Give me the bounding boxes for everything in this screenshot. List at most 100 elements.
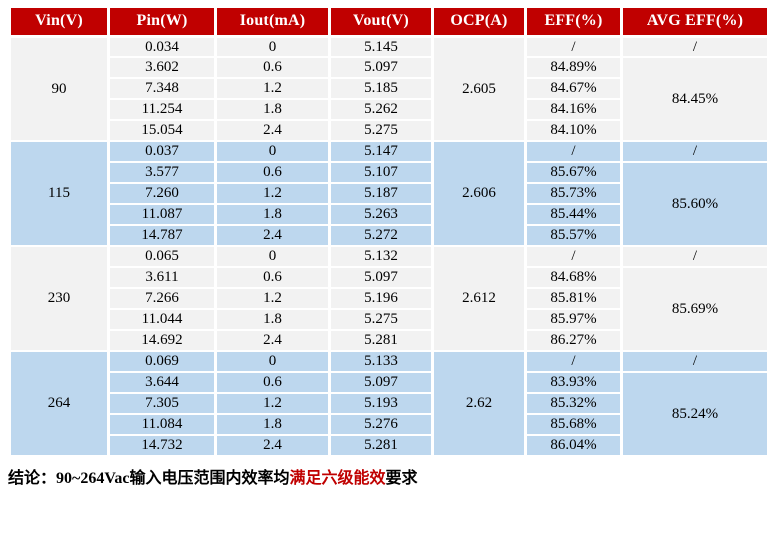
efficiency-table: Vin(V) Pin(W) Iout(mA) Vout(V) OCP(A) EF…	[8, 8, 770, 457]
pin-cell: 0.037	[107, 140, 217, 163]
table-row: 264 0.069 0 5.133 2.62//	[8, 350, 770, 457]
column-header-eff: EFF(%)	[524, 8, 623, 38]
vout-cell: 5.281	[328, 329, 434, 352]
eff-cell: 85.67%	[524, 161, 623, 184]
column-header-vout: Vout(V)	[328, 8, 434, 38]
vout-cell: 5.145	[328, 35, 434, 58]
pin-cell: 11.254	[107, 98, 217, 121]
vout-cell: 5.262	[328, 98, 434, 121]
column-header-pin: Pin(W)	[107, 8, 217, 38]
iout-cell: 0	[214, 245, 331, 268]
table-row: 11.087 1.8 5.263 85.44%	[10, 203, 769, 226]
avg-eff-cell: 85.60%	[620, 161, 770, 247]
column-header-ocp: OCP(A)	[431, 8, 527, 38]
eff-cell: /	[524, 140, 623, 163]
pin-cell: 11.084	[107, 413, 217, 436]
column-header-avg-eff: AVG EFF(%)	[620, 8, 770, 38]
eff-cell: 86.27%	[524, 329, 623, 352]
iout-cell: 1.2	[214, 182, 331, 205]
iout-cell: 0.6	[214, 371, 331, 394]
eff-cell: 85.32%	[524, 392, 623, 415]
iout-cell: 2.4	[214, 329, 331, 352]
eff-cell: 86.04%	[524, 434, 623, 457]
iout-cell: 0	[214, 140, 331, 163]
table-row: 7.305 1.2 5.193 85.32%	[10, 392, 769, 415]
iout-cell: 1.8	[214, 98, 331, 121]
table-row: 11.084 1.8 5.276 85.68%	[10, 413, 769, 436]
conclusion-text-before: 90~264Vac输入电压范围内效率均	[56, 470, 290, 487]
avg-eff-cell: 85.24%	[620, 371, 770, 457]
table-row: 3.611 0.6 5.097 84.68% 85.69%	[10, 266, 770, 352]
vout-cell: 5.275	[328, 308, 434, 331]
eff-cell: 85.68%	[524, 413, 623, 436]
avg-eff-slash-cell: /	[620, 140, 770, 163]
eff-cell: 84.67%	[524, 77, 623, 100]
table-row: 11.044 1.8 5.275 85.97%	[10, 308, 769, 331]
vout-cell: 5.132	[328, 245, 434, 268]
table-row: 7.260 1.2 5.187 85.73%	[10, 182, 769, 205]
eff-cell: 85.44%	[524, 203, 623, 226]
eff-cell: /	[524, 350, 623, 373]
vout-cell: 5.281	[328, 434, 434, 457]
vout-cell: 5.187	[328, 182, 434, 205]
vin-cell: 230	[8, 245, 110, 352]
conclusion-highlight: 满足六级能效	[289, 470, 386, 487]
vout-cell: 5.097	[328, 266, 434, 289]
pin-cell: 15.054	[107, 119, 217, 142]
iout-cell: 0	[214, 35, 331, 58]
table-row: 230 0.065 0 5.132 2.612//	[8, 245, 770, 352]
column-header-vin: Vin(V)	[8, 8, 110, 38]
eff-cell: 84.16%	[524, 98, 623, 121]
eff-cell: /	[524, 35, 623, 58]
vin-cell: 90	[8, 35, 110, 142]
table-row: 11.254 1.8 5.262 84.16%	[10, 98, 769, 121]
iout-cell: 0.6	[214, 161, 331, 184]
ocp-cell: 2.605	[431, 35, 527, 142]
avg-eff-cell: 84.45%	[620, 56, 770, 142]
iout-cell: 0.6	[214, 56, 331, 79]
table-row: 3.577 0.6 5.107 85.67% 85.60%	[10, 161, 770, 247]
avg-eff-slash-cell: /	[620, 245, 770, 268]
pin-cell: 7.266	[107, 287, 217, 310]
vout-cell: 5.196	[328, 287, 434, 310]
table-row: 90 0.034 0 5.145 2.605//	[8, 35, 770, 142]
ocp-cell: 2.612	[431, 245, 527, 352]
eff-cell: 84.68%	[524, 266, 623, 289]
eff-cell: 83.93%	[524, 371, 623, 394]
avg-eff-slash-cell: /	[620, 35, 770, 58]
pin-cell: 11.087	[107, 203, 217, 226]
pin-cell: 7.260	[107, 182, 217, 205]
pin-cell: 7.305	[107, 392, 217, 415]
iout-cell: 2.4	[214, 434, 331, 457]
iout-cell: 1.8	[214, 308, 331, 331]
pin-cell: 3.602	[107, 56, 217, 79]
avg-eff-slash-cell: /	[620, 350, 770, 373]
avg-eff-cell: 85.69%	[620, 266, 770, 352]
eff-cell: 84.10%	[524, 119, 623, 142]
pin-cell: 0.069	[107, 350, 217, 373]
table-body: 90 0.034 0 5.145 2.605//3.602 0.6 5.097 84.89% 8…	[8, 35, 770, 457]
pin-cell: 0.034	[107, 35, 217, 58]
pin-cell: 3.644	[107, 371, 217, 394]
pin-cell: 0.065	[107, 245, 217, 268]
pin-cell: 14.787	[107, 224, 217, 247]
iout-cell: 1.8	[214, 203, 331, 226]
vout-cell: 5.097	[328, 56, 434, 79]
pin-cell: 14.732	[107, 434, 217, 457]
conclusion-line: 结论：90~264Vac输入电压范围内效率均满足六级能效要求	[8, 464, 767, 488]
vout-cell: 5.272	[328, 224, 434, 247]
pin-cell: 11.044	[107, 308, 217, 331]
iout-cell: 2.4	[214, 224, 331, 247]
iout-cell: 1.2	[214, 287, 331, 310]
header-row: Vin(V) Pin(W) Iout(mA) Vout(V) OCP(A) EF…	[8, 8, 770, 38]
vout-cell: 5.107	[328, 161, 434, 184]
iout-cell: 1.2	[214, 392, 331, 415]
eff-cell: 85.57%	[524, 224, 623, 247]
eff-cell: 85.81%	[524, 287, 623, 310]
table-row: 3.602 0.6 5.097 84.89% 84.45%	[10, 56, 770, 142]
ocp-cell: 2.62	[431, 350, 527, 457]
vout-cell: 5.193	[328, 392, 434, 415]
table-row: 15.054 2.4 5.275 84.10%	[10, 119, 769, 142]
table-row: 7.348 1.2 5.185 84.67%	[10, 77, 769, 100]
table-row: 14.787 2.4 5.272 85.57%	[10, 224, 769, 247]
